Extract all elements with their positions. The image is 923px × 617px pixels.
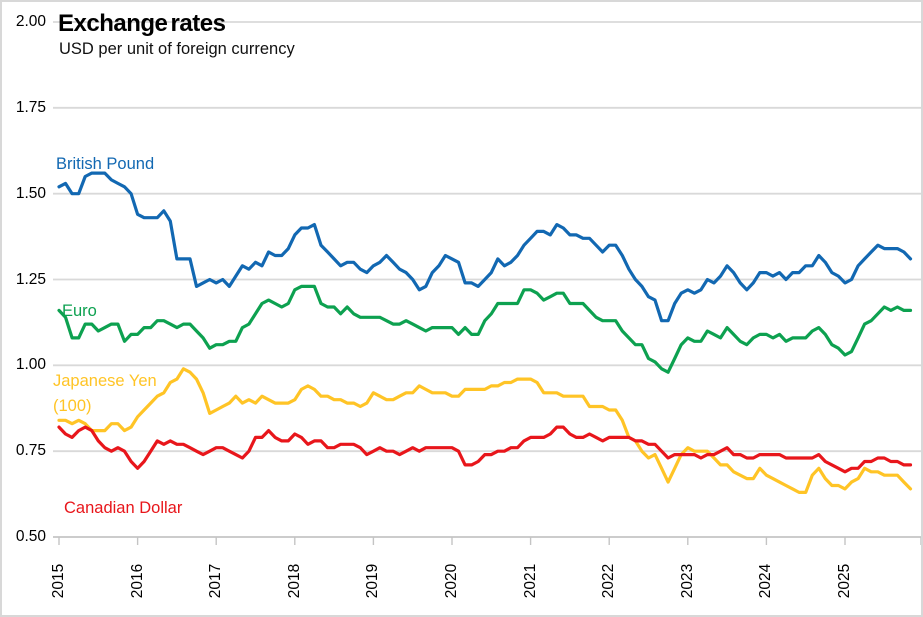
y-tick-label: 1.25 <box>15 270 46 288</box>
chart-title: Exchange rates <box>58 10 226 37</box>
series-line-japanese-yen-100 <box>57 367 913 494</box>
y-tick-label: 0.75 <box>15 442 46 460</box>
x-tick-label: 2024 <box>757 563 775 599</box>
x-tick-label: 2019 <box>364 563 382 599</box>
x-tick-label: 2015 <box>50 563 67 599</box>
series-label-euro: Euro <box>62 302 97 320</box>
x-tick-label: 2017 <box>207 563 225 599</box>
y-tick-label: 2.00 <box>15 13 46 30</box>
x-tick-label: 2025 <box>836 563 853 599</box>
series-line-euro <box>57 284 913 374</box>
x-tick-label: 2021 <box>521 563 539 599</box>
y-tick-label: 1.75 <box>15 98 46 116</box>
series-line-british-pound <box>57 171 913 323</box>
series-label-canadian-dollar: Canadian Dollar <box>64 499 183 517</box>
series-label-japanese-yen: Japanese Yen (100) <box>53 372 157 415</box>
chart-subtitle: USD per unit of foreign currency <box>59 40 295 58</box>
x-tick-label: 2023 <box>678 563 696 599</box>
series-label-british-pound: British Pound <box>56 155 155 173</box>
y-tick-label: 0.50 <box>15 528 46 545</box>
y-tick-label: 1.50 <box>15 184 46 202</box>
y-tick-label: 1.00 <box>15 356 46 374</box>
x-tick-label: 2020 <box>443 563 460 599</box>
x-tick-label: 2018 <box>285 563 303 599</box>
x-tick-label: 2022 <box>600 563 618 599</box>
x-tick-label: 2016 <box>128 563 146 599</box>
series-line-canadian-dollar <box>57 425 913 474</box>
